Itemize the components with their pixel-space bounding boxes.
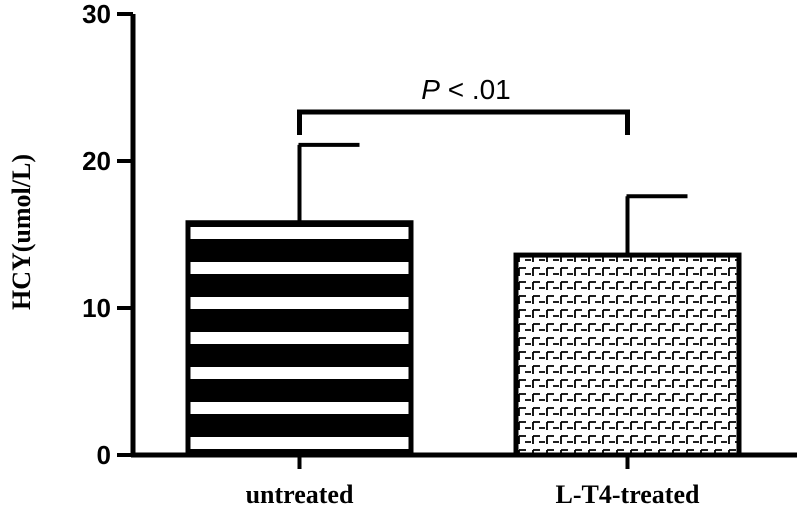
bracket-line [297,109,630,135]
p-value-text: < .01 [440,74,511,105]
p-symbol: P [421,74,440,105]
bars [185,220,742,458]
y-axis: 0 10 20 30 [82,0,136,470]
significance-bracket [297,109,630,135]
x-tick-label: L-T4-treated [556,480,700,506]
p-value-annotation: P < .01 [421,74,511,105]
x-tick-label: untreated [246,480,354,506]
y-tick-label: 30 [82,0,111,29]
bar-untreated [185,220,414,458]
error-bars [297,142,688,256]
y-tick-label: 20 [82,146,111,176]
y-tick-label: 0 [97,440,111,470]
bar-l-t4-treated [513,252,742,458]
y-axis-title: HCY(umol/L) [7,154,36,310]
y-tick-label: 10 [82,293,111,323]
x-axis: untreated L-T4-treated [131,452,797,506]
